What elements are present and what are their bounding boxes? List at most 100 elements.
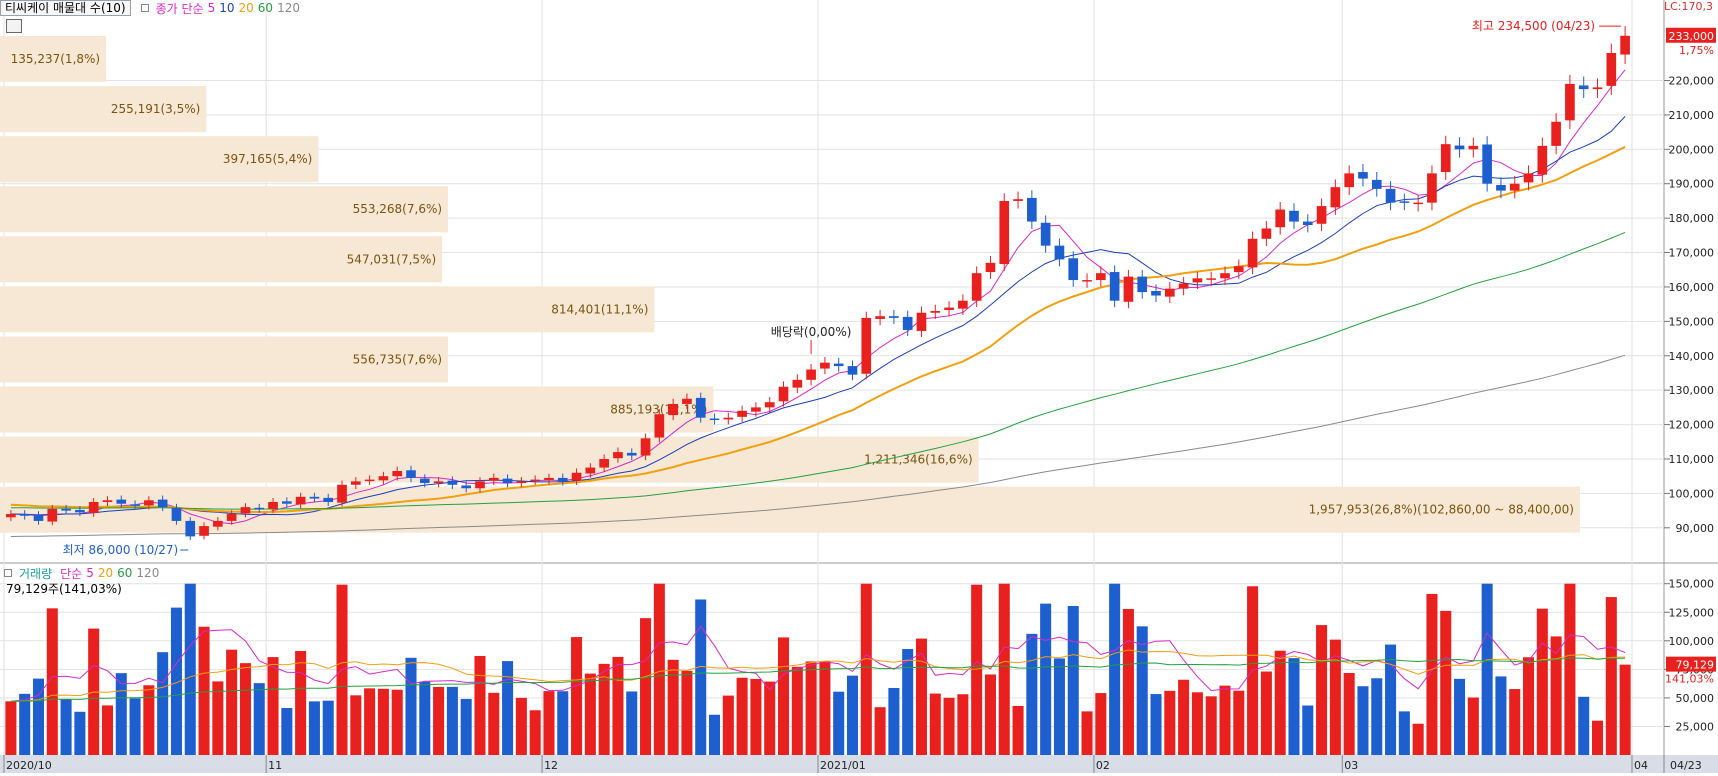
candle-body <box>1233 266 1244 273</box>
volume-bar <box>419 681 431 755</box>
candle-body <box>282 501 292 504</box>
ma-120-line <box>10 354 1626 537</box>
volume-bar <box>1012 705 1024 755</box>
candle-body <box>144 500 154 506</box>
candle-body <box>364 479 375 482</box>
vol-ma-60-label[interactable]: 60 <box>117 566 133 580</box>
candle-body <box>226 514 237 521</box>
candle-body <box>6 514 16 518</box>
volume-bar <box>281 708 293 755</box>
candle-body <box>475 481 485 489</box>
price-tick-label: 100,000 <box>1669 487 1715 500</box>
current-price-tag <box>1666 27 1716 43</box>
volume-header: 거래량 단순 5 20 60 120 <box>4 565 159 581</box>
candle-body <box>1523 173 1534 183</box>
volume-bar <box>1357 686 1369 755</box>
volume-bar <box>1385 644 1397 755</box>
dividend-annotation: 배당락(0,00%) <box>771 325 852 339</box>
candle-body <box>930 311 941 313</box>
volume-square-icon <box>4 569 12 577</box>
volume-bar <box>115 673 127 755</box>
volume-profile-bar <box>0 86 207 133</box>
candle-body <box>116 499 127 504</box>
volume-bar <box>750 678 762 755</box>
price-tick-label: 140,000 <box>1669 350 1715 363</box>
vol-ma-120-label[interactable]: 120 <box>136 566 160 580</box>
volume-bar <box>957 694 969 755</box>
candle-body <box>1261 228 1272 239</box>
candle-body <box>199 526 209 536</box>
candle-body <box>613 452 623 459</box>
volume-bar <box>1219 685 1231 755</box>
candle-body <box>544 477 554 481</box>
x-tick-label: 03 <box>1344 759 1358 772</box>
volume-bar <box>888 687 900 755</box>
price-tick-label: 150,000 <box>1669 315 1715 328</box>
candle-body <box>130 504 140 506</box>
volume-bar <box>1274 650 1286 755</box>
candle-body <box>682 398 692 404</box>
volume-current: 79,129주(141,03%) <box>6 582 122 596</box>
vol-ma-20-label[interactable]: 20 <box>97 566 114 580</box>
volume-bar <box>157 652 169 755</box>
volume-bar <box>915 638 927 755</box>
candle-body <box>833 363 844 367</box>
candle-body <box>1578 85 1589 90</box>
candle-body <box>447 480 458 485</box>
ma-120-label[interactable]: 120 <box>277 1 300 15</box>
candle-body <box>1096 273 1106 281</box>
volume-bar <box>1481 583 1493 755</box>
vol-ma-5-label[interactable]: 5 <box>86 566 94 580</box>
volume-profile-bar <box>0 386 714 433</box>
volume-bar <box>598 663 610 755</box>
volume-bar <box>860 583 872 755</box>
candle-body <box>557 477 568 482</box>
volume-bar <box>943 697 955 755</box>
candle-body <box>1247 238 1258 268</box>
chart-title[interactable]: 티씨케이 매물대 수(10) <box>0 0 131 16</box>
candle-body <box>1592 87 1603 90</box>
volume-bar <box>391 689 403 755</box>
volume-bar <box>984 674 996 755</box>
volume-bar <box>350 695 362 755</box>
candle-body <box>1082 280 1092 282</box>
candle-body <box>433 481 444 484</box>
candle-body <box>737 410 747 417</box>
volume-bar <box>1302 705 1314 755</box>
candle-body <box>695 397 706 418</box>
grid-icon[interactable] <box>6 19 22 33</box>
ma-5-label[interactable]: 5 <box>207 1 216 15</box>
volume-bar <box>239 663 251 755</box>
candle-body <box>889 316 899 318</box>
candle-body <box>1344 173 1354 188</box>
volume-bar <box>1150 694 1162 755</box>
ma-label[interactable]: 종가 단순 <box>155 1 204 16</box>
candle-body <box>668 403 678 416</box>
ma-20-label[interactable]: 20 <box>238 1 254 15</box>
candle-body <box>268 501 278 509</box>
volume-bar <box>405 657 417 755</box>
volume-profile-bar <box>0 486 1580 533</box>
volume-ma-label[interactable]: 단순 <box>60 566 83 581</box>
volume-label[interactable]: 거래량 <box>19 566 53 581</box>
price-tick-label: 220,000 <box>1669 74 1715 87</box>
volume-bar <box>377 688 389 755</box>
volume-bar <box>253 683 265 755</box>
volume-bar <box>1164 690 1176 755</box>
candle-body <box>1399 201 1410 203</box>
candle-body <box>102 500 113 502</box>
volume-profile-label: 547,031(7,5%) <box>347 252 436 266</box>
candle-body <box>1151 291 1161 296</box>
volume-bar <box>1067 605 1079 755</box>
ma-60-label[interactable]: 60 <box>257 1 274 15</box>
volume-bar <box>101 705 113 755</box>
volume-bar <box>1316 625 1328 755</box>
candle-body <box>1027 197 1037 222</box>
ma-10-label[interactable]: 10 <box>219 1 235 15</box>
current-price-label: 233,000 <box>1669 30 1715 43</box>
candle-body <box>1440 144 1451 173</box>
candle-body <box>792 379 803 388</box>
volume-profile-bar <box>0 36 107 83</box>
